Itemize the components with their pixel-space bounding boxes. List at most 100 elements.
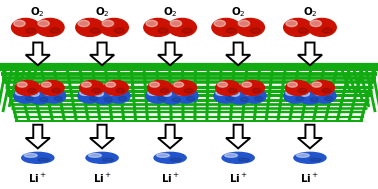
Ellipse shape: [82, 82, 91, 87]
Ellipse shape: [28, 90, 51, 104]
Ellipse shape: [216, 90, 225, 95]
Ellipse shape: [308, 19, 336, 36]
Ellipse shape: [298, 90, 322, 104]
Ellipse shape: [150, 82, 160, 87]
Ellipse shape: [222, 152, 254, 163]
Ellipse shape: [15, 81, 40, 95]
Polygon shape: [226, 43, 250, 65]
Ellipse shape: [300, 91, 310, 96]
Ellipse shape: [14, 89, 37, 103]
Ellipse shape: [146, 20, 157, 27]
Ellipse shape: [94, 91, 104, 96]
Polygon shape: [26, 125, 50, 148]
Ellipse shape: [174, 82, 184, 87]
Polygon shape: [90, 125, 114, 148]
Ellipse shape: [284, 19, 312, 36]
Ellipse shape: [310, 97, 318, 102]
Ellipse shape: [254, 96, 263, 101]
Ellipse shape: [310, 81, 335, 95]
Ellipse shape: [146, 89, 169, 103]
Text: O$_2$: O$_2$: [94, 5, 110, 19]
Ellipse shape: [102, 20, 114, 27]
Ellipse shape: [172, 81, 197, 95]
Ellipse shape: [245, 90, 254, 95]
Ellipse shape: [296, 153, 309, 157]
Ellipse shape: [170, 158, 181, 161]
Ellipse shape: [36, 19, 64, 36]
Polygon shape: [158, 125, 182, 148]
Ellipse shape: [28, 88, 36, 93]
Ellipse shape: [90, 28, 100, 33]
Ellipse shape: [42, 89, 66, 103]
Ellipse shape: [182, 28, 192, 33]
Ellipse shape: [215, 81, 240, 95]
Ellipse shape: [228, 88, 237, 93]
Polygon shape: [90, 43, 114, 65]
Ellipse shape: [114, 28, 124, 33]
Ellipse shape: [288, 82, 297, 87]
Ellipse shape: [225, 153, 237, 157]
Ellipse shape: [322, 88, 331, 93]
Polygon shape: [298, 43, 322, 65]
Ellipse shape: [212, 19, 240, 36]
Ellipse shape: [39, 81, 64, 95]
Ellipse shape: [175, 89, 198, 103]
Ellipse shape: [78, 89, 101, 103]
Ellipse shape: [214, 89, 237, 103]
Ellipse shape: [106, 82, 116, 87]
Ellipse shape: [108, 90, 118, 95]
Ellipse shape: [238, 158, 249, 161]
Ellipse shape: [104, 97, 112, 102]
Ellipse shape: [252, 88, 261, 93]
Ellipse shape: [243, 89, 266, 103]
Polygon shape: [158, 43, 182, 65]
Text: Li$^+$: Li$^+$: [93, 172, 112, 185]
Ellipse shape: [25, 96, 34, 101]
Ellipse shape: [310, 20, 321, 27]
Ellipse shape: [102, 158, 113, 161]
Ellipse shape: [100, 19, 129, 36]
Ellipse shape: [312, 82, 322, 87]
Ellipse shape: [30, 91, 39, 96]
Ellipse shape: [286, 90, 295, 95]
Ellipse shape: [250, 28, 260, 33]
Ellipse shape: [172, 97, 180, 102]
Text: Li$^+$: Li$^+$: [229, 172, 248, 185]
Ellipse shape: [92, 90, 116, 104]
Ellipse shape: [92, 88, 101, 93]
Text: O$_2$: O$_2$: [231, 5, 246, 19]
Polygon shape: [26, 43, 50, 65]
Ellipse shape: [40, 97, 48, 102]
Ellipse shape: [285, 81, 310, 95]
Ellipse shape: [228, 90, 252, 104]
Text: Li$^+$: Li$^+$: [301, 172, 319, 185]
Ellipse shape: [294, 152, 326, 163]
Text: O$_2$: O$_2$: [302, 5, 318, 19]
Ellipse shape: [170, 20, 181, 27]
Ellipse shape: [242, 82, 252, 87]
Ellipse shape: [324, 96, 333, 101]
Ellipse shape: [76, 19, 104, 36]
Ellipse shape: [284, 89, 307, 103]
Ellipse shape: [314, 90, 324, 95]
Ellipse shape: [86, 152, 118, 163]
Text: O$_2$: O$_2$: [163, 5, 178, 19]
Ellipse shape: [22, 152, 54, 163]
Ellipse shape: [50, 28, 60, 33]
Ellipse shape: [310, 158, 321, 161]
Ellipse shape: [226, 28, 236, 33]
Ellipse shape: [218, 82, 228, 87]
Ellipse shape: [90, 96, 98, 101]
Ellipse shape: [26, 28, 36, 33]
Ellipse shape: [298, 28, 308, 33]
Polygon shape: [226, 125, 250, 148]
Ellipse shape: [15, 90, 25, 95]
Ellipse shape: [160, 88, 169, 93]
Polygon shape: [298, 125, 322, 148]
Ellipse shape: [54, 96, 62, 101]
Ellipse shape: [38, 20, 49, 27]
Text: O$_2$: O$_2$: [30, 5, 45, 19]
Ellipse shape: [313, 89, 336, 103]
Ellipse shape: [116, 88, 125, 93]
Ellipse shape: [147, 81, 172, 95]
